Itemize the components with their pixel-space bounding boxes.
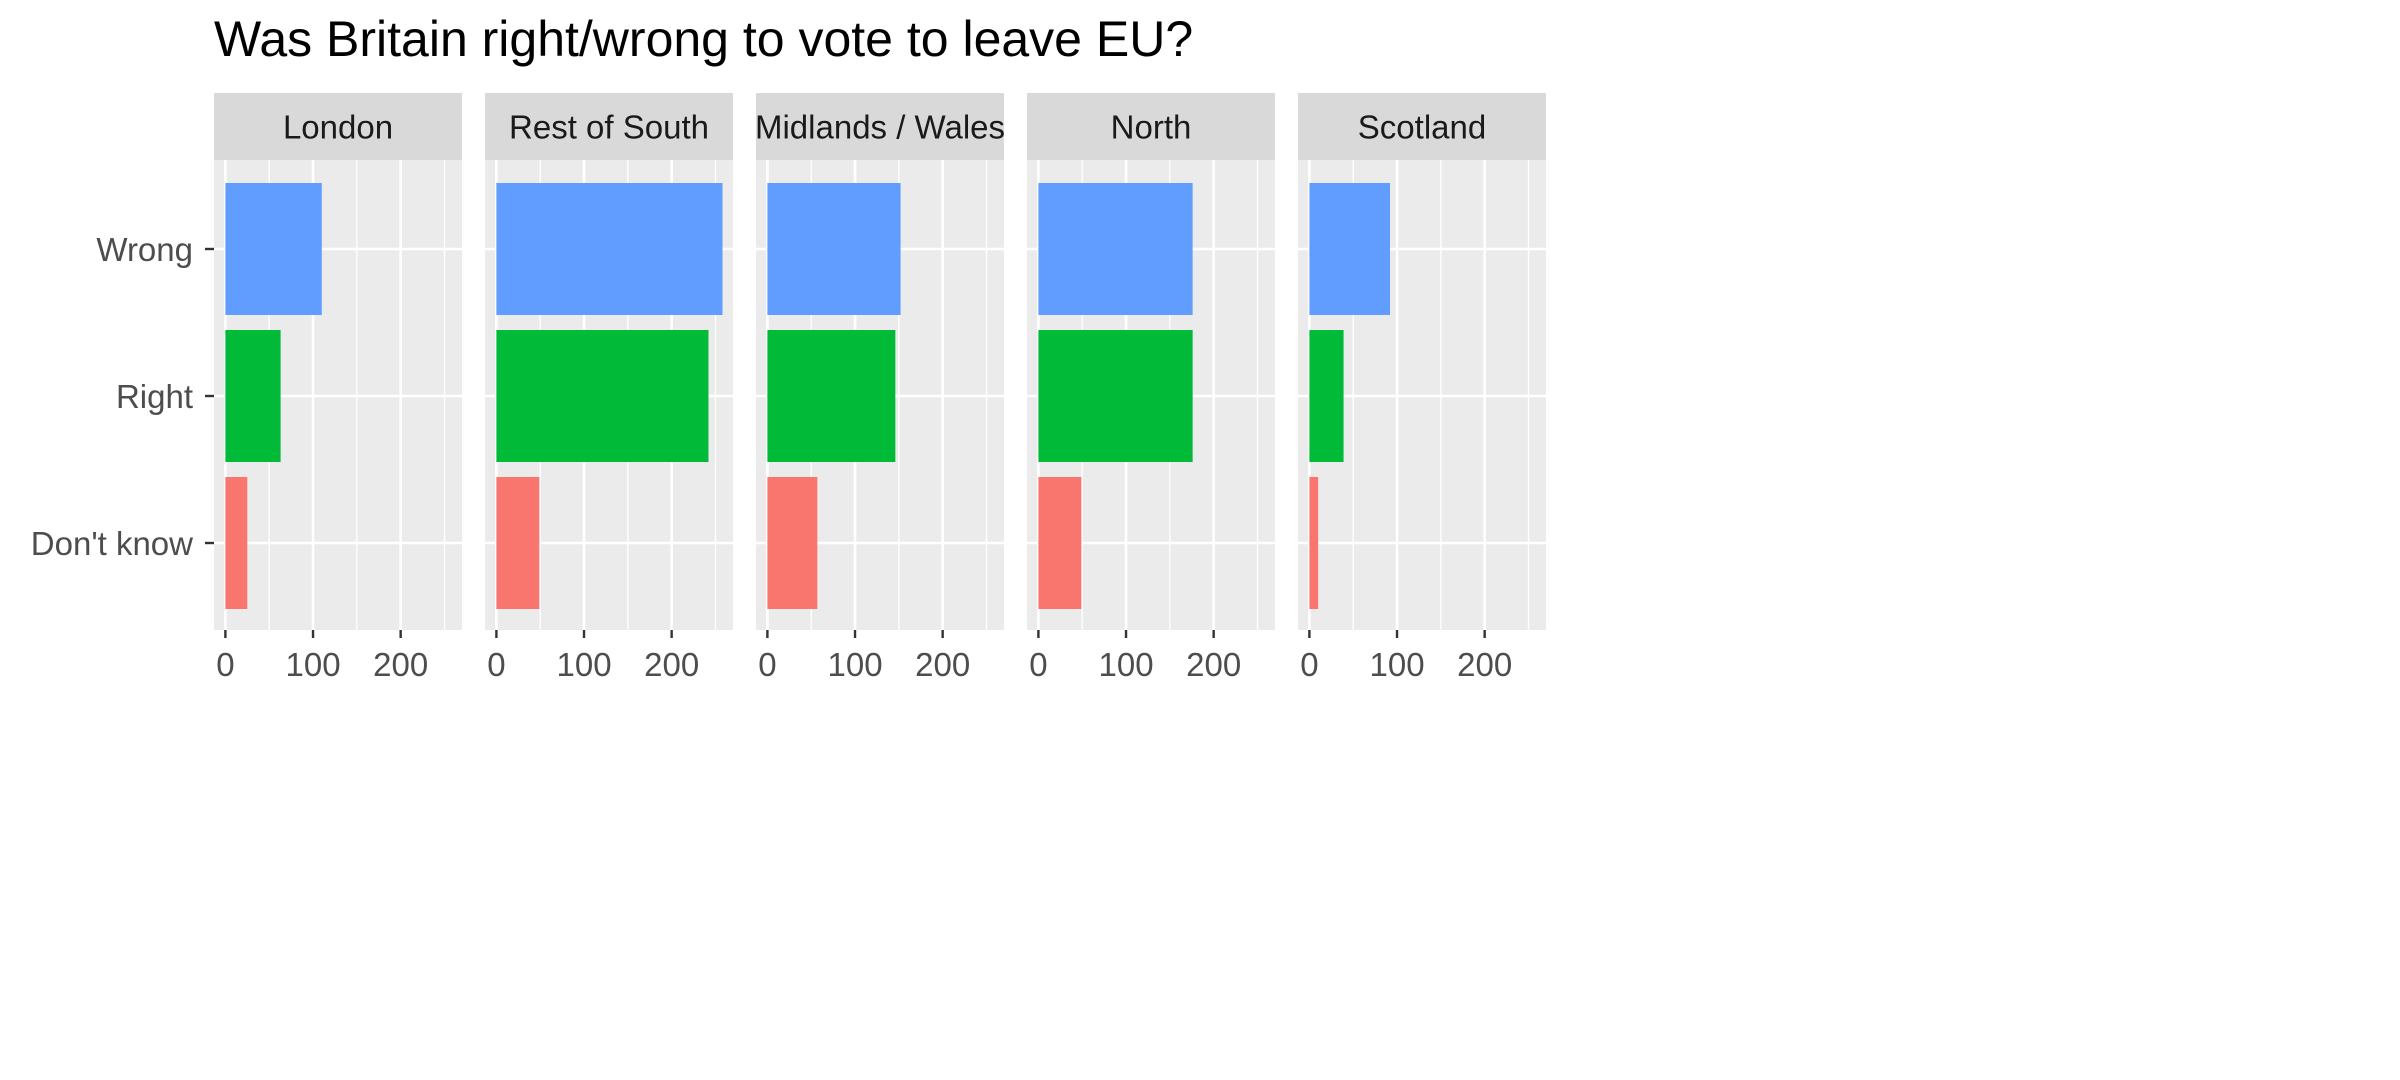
x-tick-label: 200	[1457, 646, 1512, 683]
bar-london-wrong	[225, 183, 322, 315]
bar-rest-of-south-right	[496, 330, 709, 462]
bar-scotland-don-t-know	[1309, 477, 1319, 609]
x-tick-label: 200	[644, 646, 699, 683]
facet-strip	[485, 93, 733, 160]
bar-rest-of-south-wrong	[496, 183, 723, 315]
facet-london: London 0 100 200	[214, 93, 462, 683]
facet-label: North	[1111, 109, 1192, 146]
facet-rest-of-south: Rest of South 0 100 200	[485, 93, 733, 683]
y-tick-label-don-t-know: Don't know	[31, 525, 193, 562]
bar-north-wrong	[1038, 183, 1193, 315]
facet-strip	[1027, 93, 1275, 160]
facet-strip	[756, 93, 1004, 160]
bar-midlands-wales-right	[767, 330, 896, 462]
facet-label: Midlands / Wales	[755, 109, 1005, 146]
bar-london-don-t-know	[225, 477, 248, 609]
x-tick-label: 0	[758, 646, 776, 683]
chart-title: Was Britain right/wrong to vote to leave…	[214, 11, 1194, 67]
bar-rest-of-south-don-t-know	[496, 477, 540, 609]
facet-scotland: Scotland 0 100 200	[1298, 93, 1546, 683]
x-tick-label: 0	[216, 646, 234, 683]
x-tick-label: 200	[373, 646, 428, 683]
bar-midlands-wales-don-t-know	[767, 477, 818, 609]
x-tick-label: 200	[1186, 646, 1241, 683]
facet-strip	[1298, 93, 1546, 160]
facet-strip	[214, 93, 462, 160]
x-tick-label: 100	[285, 646, 340, 683]
x-tick-label: 100	[827, 646, 882, 683]
x-tick-label: 100	[556, 646, 611, 683]
facet-label: Scotland	[1358, 109, 1486, 146]
x-tick-label: 200	[915, 646, 970, 683]
x-tick-label: 0	[487, 646, 505, 683]
bar-scotland-wrong	[1309, 183, 1391, 315]
y-tick-label-wrong: Wrong	[96, 231, 193, 268]
bar-scotland-right	[1309, 330, 1344, 462]
facet-label: Rest of South	[509, 109, 709, 146]
bar-london-right	[225, 330, 281, 462]
facet-north: North 0 100 200	[1027, 93, 1275, 683]
y-tick-label-right: Right	[116, 378, 193, 415]
bar-midlands-wales-wrong	[767, 183, 901, 315]
facet-midlands-wales: Midlands / Wales 0 100 200	[755, 93, 1005, 683]
x-tick-label: 100	[1098, 646, 1153, 683]
x-tick-label: 100	[1369, 646, 1424, 683]
x-tick-label: 0	[1300, 646, 1318, 683]
facet-label: London	[283, 109, 393, 146]
x-tick-label: 0	[1029, 646, 1047, 683]
bar-north-right	[1038, 330, 1193, 462]
bar-north-don-t-know	[1038, 477, 1082, 609]
